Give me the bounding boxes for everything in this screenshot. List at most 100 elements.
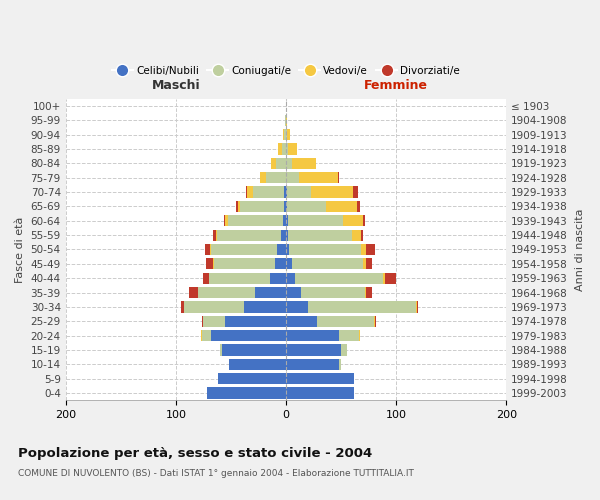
Bar [295,272,383,284]
Bar [189,287,198,298]
Bar [226,215,227,226]
Bar [301,287,365,298]
Bar [247,186,253,198]
Bar [227,215,283,226]
Bar [202,316,203,327]
Bar [203,316,226,327]
Bar [198,287,255,298]
Bar [217,230,281,240]
Bar [215,230,217,240]
Bar [184,302,244,312]
Bar [277,244,286,255]
Bar [206,258,214,270]
Text: Popolazione per età, sesso e stato civile - 2004: Popolazione per età, sesso e stato civil… [18,448,372,460]
Bar [240,201,284,212]
Bar [211,330,286,342]
Text: Maschi: Maschi [152,78,200,92]
Bar [326,201,356,212]
Bar [203,272,209,284]
Bar [286,215,288,226]
Bar [271,158,276,169]
Bar [276,158,286,169]
Bar [374,316,376,327]
Bar [286,373,355,384]
Bar [359,330,360,342]
Bar [287,129,290,140]
Text: COMUNE DI NUVOLENTO (BS) - Dati ISTAT 1° gennaio 2004 - Elaborazione TUTTITALIA.: COMUNE DI NUVOLENTO (BS) - Dati ISTAT 1°… [18,469,414,478]
Bar [356,201,360,212]
Bar [286,272,295,284]
Bar [201,330,202,342]
Bar [269,272,286,284]
Text: Femmine: Femmine [364,78,428,92]
Bar [202,330,211,342]
Bar [292,258,363,270]
Bar [286,129,287,140]
Bar [286,287,301,298]
Bar [214,230,215,240]
Bar [286,230,288,240]
Bar [286,186,287,198]
Bar [343,215,363,226]
Bar [281,144,286,154]
Bar [286,158,292,169]
Y-axis label: Fasce di età: Fasce di età [15,216,25,282]
Bar [286,114,287,126]
Bar [286,201,287,212]
Bar [181,302,184,312]
Bar [244,302,286,312]
Bar [236,201,238,212]
Bar [238,201,240,212]
Bar [339,330,359,342]
Bar [338,172,339,184]
Bar [367,244,376,255]
Bar [383,272,385,284]
Bar [287,201,326,212]
Bar [416,302,417,312]
Bar [205,244,210,255]
Bar [224,215,226,226]
Bar [417,302,418,312]
Bar [229,359,286,370]
Bar [286,330,339,342]
Bar [275,258,286,270]
Bar [308,302,416,312]
Bar [222,344,286,356]
Bar [253,186,284,198]
Bar [288,144,297,154]
Bar [260,172,266,184]
Bar [284,201,286,212]
Bar [284,129,286,140]
Bar [299,172,338,184]
Bar [289,244,361,255]
Bar [218,373,286,384]
Bar [285,114,286,126]
Bar [292,158,316,169]
Bar [363,215,365,226]
Bar [283,215,286,226]
Bar [353,186,358,198]
Bar [283,129,284,140]
Bar [286,344,341,356]
Bar [211,244,277,255]
Bar [288,230,352,240]
Bar [286,359,339,370]
Bar [286,302,308,312]
Bar [286,316,317,327]
Legend: Celibi/Nubili, Coniugati/e, Vedovi/e, Divorziati/e: Celibi/Nubili, Coniugati/e, Vedovi/e, Di… [108,62,464,80]
Bar [317,316,374,327]
Bar [209,272,269,284]
Bar [287,186,311,198]
Bar [361,244,367,255]
Bar [286,144,288,154]
Bar [311,186,353,198]
Bar [286,258,292,270]
Bar [365,287,367,298]
Bar [266,172,286,184]
Bar [278,144,281,154]
Bar [363,258,367,270]
Bar [341,344,347,356]
Bar [367,287,372,298]
Bar [385,272,396,284]
Bar [255,287,286,298]
